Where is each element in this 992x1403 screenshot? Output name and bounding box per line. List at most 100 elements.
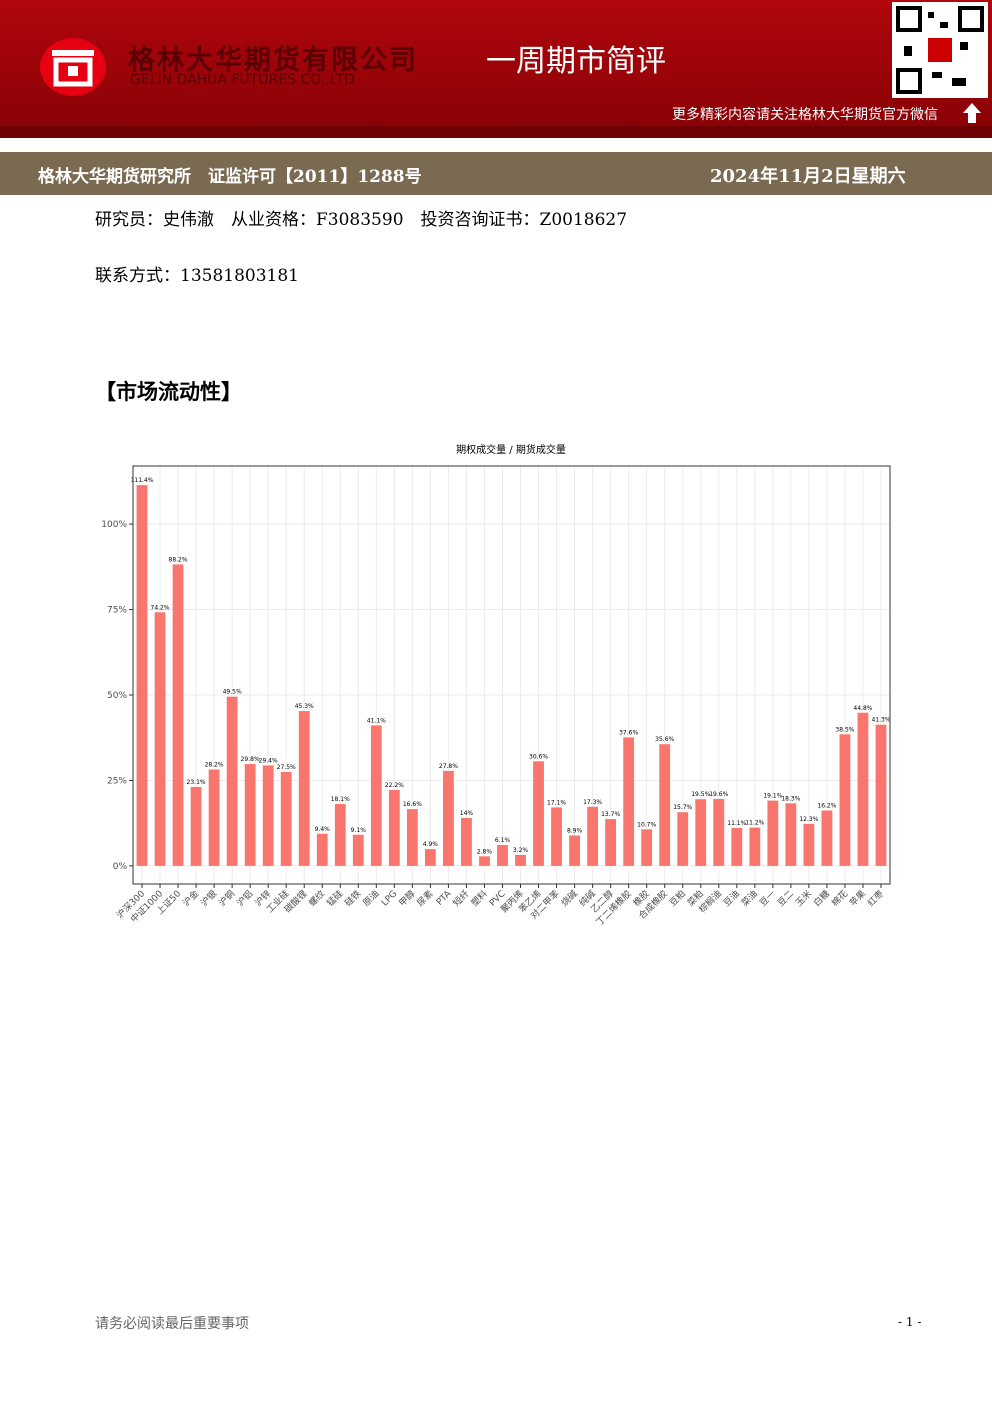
value-label: 13.7% [601, 811, 620, 818]
y-tick-label: 25% [107, 776, 127, 786]
x-tick-label: 豆油 [721, 888, 742, 909]
bar [605, 819, 617, 866]
x-tick-label: 豆二 [775, 888, 796, 909]
author: 研究员：史伟澈 从业资格：F3083590 投资咨询证书：Z0018627 [95, 210, 628, 230]
bar [551, 807, 562, 866]
x-tick-label: 沪铜 [216, 888, 237, 909]
bar [172, 564, 184, 866]
x-tick-label: 短纤 [450, 888, 471, 909]
value-label: 23.1% [187, 779, 206, 786]
x-tick-label: 塑料 [468, 888, 489, 909]
value-label: 2.8% [477, 848, 493, 855]
x-tick-label: 尿素 [414, 888, 435, 909]
value-label: 4.9% [423, 841, 439, 848]
bar [334, 804, 346, 866]
section-title: 【市场流动性】 [95, 380, 242, 404]
x-tick-label: 原油 [360, 888, 381, 909]
bar [587, 806, 599, 866]
value-label: 44.8% [853, 705, 872, 712]
company-name-en: GELIN DAHUA FUTURES CO.,LTD [130, 72, 355, 88]
value-label: 16.6% [403, 801, 422, 808]
value-label: 41.3% [871, 717, 890, 724]
x-tick-label: 沪银 [198, 888, 219, 909]
x-tick-label: 螺纹 [306, 888, 327, 909]
value-label: 29.4% [259, 757, 278, 764]
bar [406, 809, 418, 866]
value-label: 18.1% [331, 796, 350, 803]
x-tick-label: 甲醇 [396, 888, 417, 909]
value-label: 17.1% [547, 799, 566, 806]
value-label: 27.5% [277, 764, 296, 771]
info-band [0, 152, 992, 195]
value-label: 12.3% [799, 816, 818, 823]
value-label: 11.2% [745, 820, 764, 827]
bar [641, 829, 653, 866]
institute: 格林大华期货研究所 证监许可【2011】1288号 [38, 167, 422, 187]
value-label: 9.4% [315, 826, 331, 833]
header-line [0, 126, 992, 138]
value-label: 111.4% [131, 477, 154, 484]
value-label: 9.1% [351, 827, 367, 834]
x-tick-label: 沪金 [180, 888, 201, 909]
value-label: 28.2% [205, 762, 224, 769]
bar [298, 711, 310, 866]
bar [821, 810, 833, 866]
bar [226, 696, 238, 866]
value-label: 45.3% [295, 703, 314, 710]
bar [424, 849, 436, 866]
qr-code [892, 2, 988, 98]
value-label: 37.6% [619, 729, 638, 736]
value-label: 14% [460, 810, 474, 817]
chart: 期权成交量 / 期货成交量 0%25%50%75%100%111.4%沪深300… [101, 443, 891, 928]
bar [785, 803, 797, 866]
header-band [0, 0, 992, 126]
value-label: 18.3% [781, 795, 800, 802]
bar [857, 712, 869, 866]
value-label: 88.2% [169, 556, 188, 563]
company-name: 格林大华期货有限公司 [128, 45, 418, 76]
x-tick-label: 豆粕 [667, 888, 688, 909]
bar [208, 769, 220, 866]
value-label: 49.5% [223, 689, 242, 696]
value-label: 41.1% [367, 717, 386, 724]
value-label: 6.1% [495, 837, 511, 844]
report-date: 2024年11月2日星期六 [710, 166, 906, 187]
value-label: 8.9% [567, 827, 583, 834]
value-label: 15.7% [673, 804, 692, 811]
bar [533, 761, 544, 866]
value-label: 19.1% [763, 793, 782, 800]
value-label: 16.2% [817, 803, 836, 810]
x-tick-label: 菜油 [739, 888, 760, 909]
bar [479, 856, 490, 866]
value-label: 22.2% [385, 782, 404, 789]
bar [515, 854, 526, 866]
value-label: 29.8% [241, 756, 260, 763]
x-tick-label: 沪铝 [234, 888, 255, 909]
follow-note: 更多精彩内容请关注格林大华期货官方微信 [672, 107, 938, 123]
y-tick-label: 50% [107, 691, 127, 701]
bar [443, 770, 454, 866]
bar [767, 800, 779, 866]
bar [749, 827, 761, 866]
y-tick-label: 75% [107, 606, 127, 616]
bar [352, 834, 364, 866]
value-label: 11.1% [727, 820, 746, 827]
x-tick-label: 豆一 [757, 888, 778, 909]
bar [154, 612, 166, 866]
x-tick-label: 棉花 [829, 888, 850, 909]
x-tick-label: 烧碱 [558, 888, 579, 909]
x-tick-label: PTA [435, 888, 454, 907]
bar [388, 790, 400, 866]
value-label: 74.2% [151, 604, 170, 611]
x-tick-label: 苹果 [847, 888, 868, 909]
value-label: 27.8% [439, 763, 458, 770]
value-label: 35.6% [655, 736, 674, 743]
bar [713, 798, 725, 866]
chart-title: 期权成交量 / 期货成交量 [456, 443, 566, 456]
y-tick-label: 0% [113, 862, 128, 872]
bar [659, 744, 671, 866]
bar [497, 845, 508, 866]
value-label: 19.5% [691, 791, 710, 798]
bar [244, 764, 256, 866]
